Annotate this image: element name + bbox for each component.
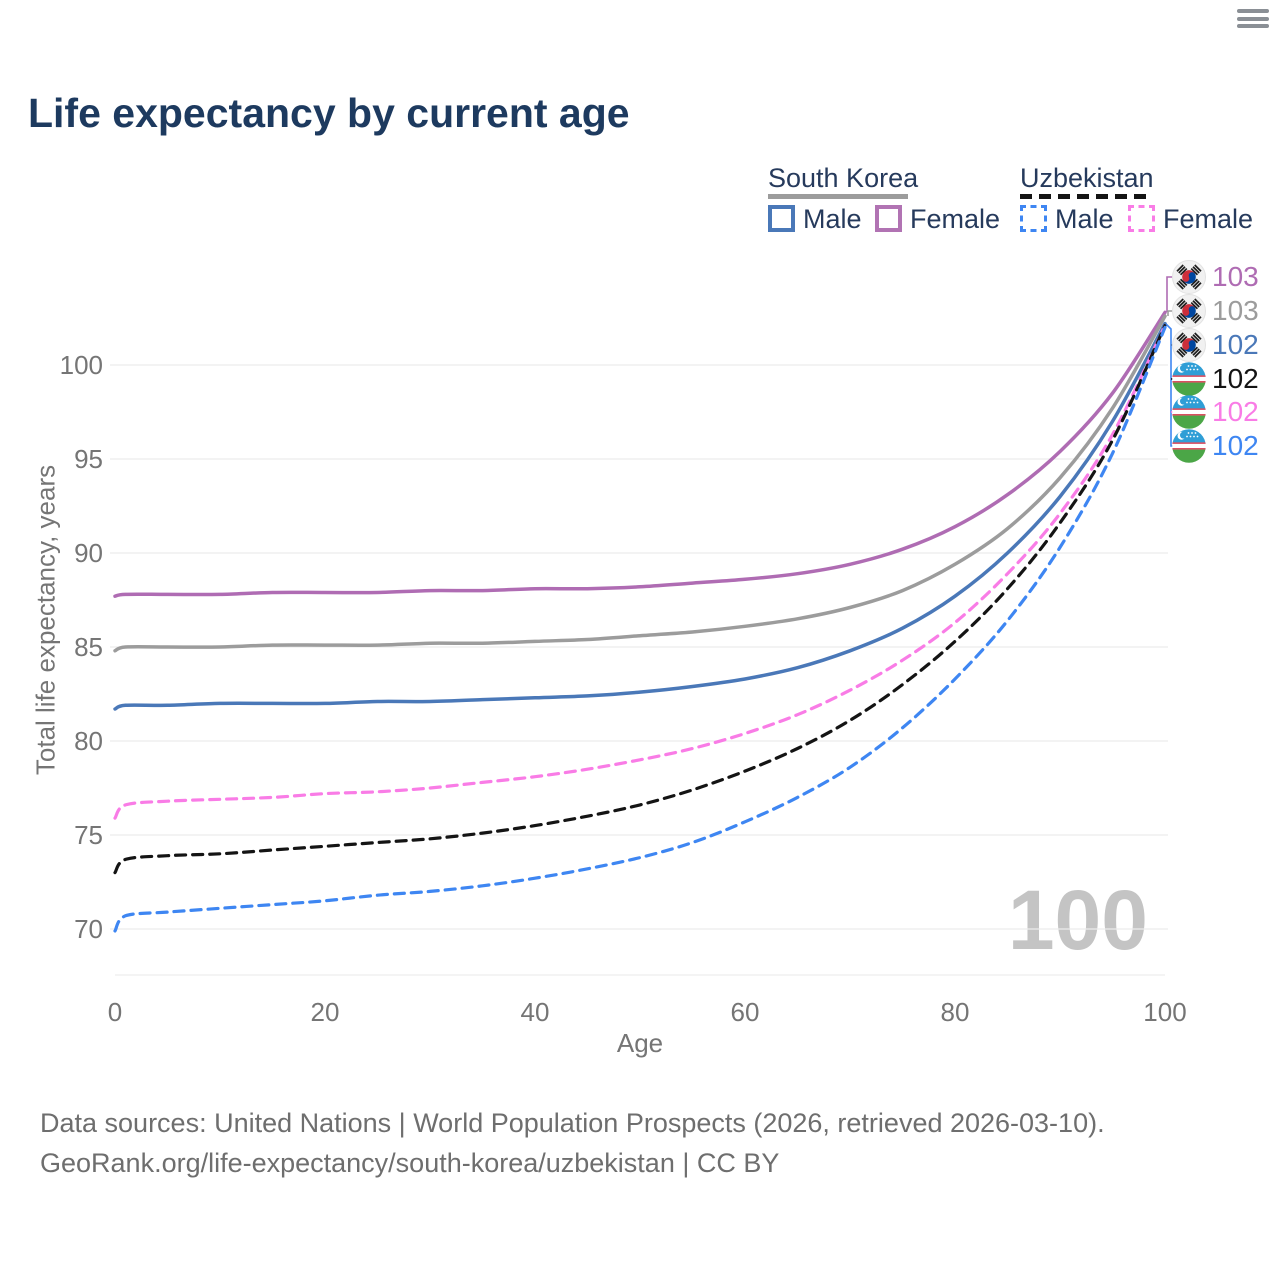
footer-attribution: GeoRank.org/life-expectancy/south-korea/… [40,1148,780,1178]
end-label-south-korea: 103 [1172,294,1259,328]
y-tick-label: 85 [74,632,103,662]
legend-swatch-uzbekistan-female[interactable] [1128,205,1155,232]
south-korea-flag-icon [1172,294,1206,328]
south-korea-flag-icon [1172,328,1206,362]
end-label-value: 102 [1212,363,1259,394]
footer-data-sources: Data sources: United Nations | World Pop… [40,1108,1105,1138]
x-axis-title: Age [616,1028,664,1058]
end-label-south-korea-female: 103 [1172,260,1259,294]
legend-group-uzbekistan[interactable]: Uzbekistan [1020,163,1154,193]
y-tick-label: 100 [60,350,103,380]
end-label-value: 102 [1212,396,1259,427]
end-label-leader-line [1167,310,1172,316]
uzbekistan-flag-icon [1172,362,1206,396]
x-tick-label: 0 [108,997,122,1027]
legend-label-uzbekistan-female[interactable]: Female [1163,204,1254,234]
uzbekistan-flag-icon [1172,395,1206,429]
end-label-value: 102 [1212,430,1259,461]
series-line-south-korea-female[interactable] [113,310,1167,598]
y-tick-label: 70 [74,914,103,944]
end-label-uzbekistan-female: 102 [1172,395,1259,429]
y-tick-label: 75 [74,820,103,850]
series-line-uzbekistan-male[interactable] [113,325,1167,933]
legend-swatch-uzbekistan-male[interactable] [1020,205,1047,232]
series-line-south-korea[interactable] [113,314,1167,653]
legend-label-uzbekistan-male[interactable]: Male [1055,204,1114,234]
y-tick-label: 95 [74,444,103,474]
end-label-value: 102 [1212,329,1259,360]
x-tick-label: 100 [1143,997,1186,1027]
legend-swatch-south-korea-male[interactable] [768,205,795,232]
legend-swatch-south-korea-female[interactable] [875,205,902,232]
hamburger-bar [1237,16,1269,21]
legend-underline-uzbekistan [1020,194,1151,199]
series-line-uzbekistan[interactable] [113,323,1167,875]
x-tick-label: 20 [311,997,340,1027]
x-tick-label: 60 [731,997,760,1027]
y-tick-label: 90 [74,538,103,568]
age-watermark: 100 [1007,873,1148,967]
end-label-value: 103 [1212,261,1259,292]
legend-label-south-korea-male[interactable]: Male [803,204,862,234]
south-korea-flag-icon [1172,260,1206,294]
legend-underline-south-korea [768,194,908,199]
legend-group-south-korea[interactable]: South Korea [768,163,919,193]
hamburger-bar [1237,9,1269,13]
series-line-uzbekistan-female[interactable] [113,323,1167,820]
uzbekistan-flag-icon [1172,429,1206,463]
hamburger-bar [1237,24,1269,28]
end-label-value: 103 [1212,295,1259,326]
end-label-uzbekistan-male: 102 [1172,429,1259,463]
end-label-south-korea-male: 102 [1172,328,1259,362]
series-line-south-korea-male[interactable] [113,321,1167,711]
page-title: Life expectancy by current age [28,90,630,136]
end-label-uzbekistan: 102 [1172,362,1259,396]
x-tick-label: 40 [521,997,550,1027]
end-label-leader-line [1166,276,1172,312]
legend-label-south-korea-female[interactable]: Female [910,204,1001,234]
hamburger-menu-icon[interactable] [1237,9,1269,28]
x-tick-label: 80 [941,997,970,1027]
y-tick-label: 80 [74,726,103,756]
